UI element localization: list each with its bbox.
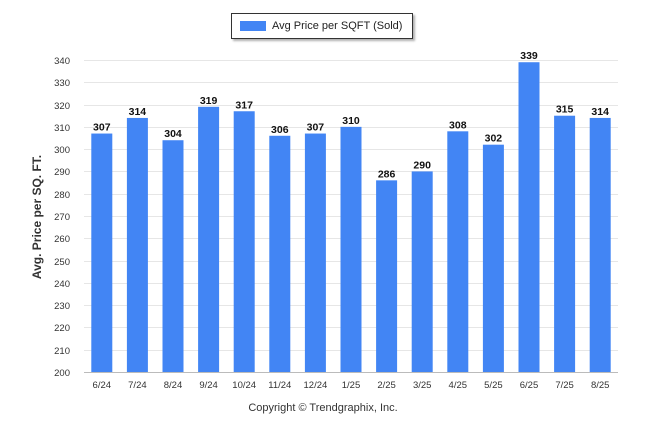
x-tick-label: 2/25 — [377, 380, 396, 391]
y-tick-label: 310 — [54, 123, 70, 134]
bar — [411, 171, 433, 372]
y-tick-label: 280 — [54, 190, 70, 201]
x-tick-label: 4/25 — [449, 380, 468, 391]
bar — [91, 133, 113, 372]
bar-value-label: 315 — [556, 104, 574, 116]
x-tick-label: 5/25 — [484, 380, 503, 391]
x-tick-label: 9/24 — [199, 380, 218, 391]
bar — [554, 115, 576, 372]
bar-value-label: 307 — [93, 122, 111, 134]
y-axis-title: Avg. Price per SQ. FT. — [30, 155, 44, 279]
bar-value-label: 286 — [378, 168, 396, 180]
bar — [518, 62, 540, 372]
y-tick-label: 260 — [54, 234, 70, 245]
x-axis-ticks: 6/24 7/24 8/24 9/24 10/24 11/24 12/24 1/25 2/25 3… — [93, 380, 610, 391]
y-axis-ticks: 200 210 220 230 240 250 260 270 280 290 300 310 320 3… — [54, 56, 70, 379]
bar — [269, 135, 291, 372]
x-tick-label: 6/24 — [93, 380, 112, 391]
data-labels: 307 314 304 319 317 306 307 310 286 290 308 302 339 3… — [93, 50, 609, 180]
bar — [589, 117, 611, 372]
y-tick-label: 250 — [54, 257, 70, 268]
bar-value-label: 317 — [235, 99, 253, 111]
legend-label: Avg Price per SQFT (Sold) — [272, 20, 403, 32]
bar-value-label: 307 — [307, 122, 325, 134]
x-tick-label: 1/25 — [342, 380, 361, 391]
bar-value-label: 314 — [591, 106, 609, 118]
bar — [126, 117, 148, 372]
bar — [304, 133, 326, 372]
y-tick-label: 290 — [54, 167, 70, 178]
bar — [162, 140, 184, 372]
y-tick-label: 320 — [54, 101, 70, 112]
x-tick-label: 7/25 — [555, 380, 574, 391]
bar-value-label: 314 — [129, 106, 147, 118]
y-tick-label: 200 — [54, 368, 70, 379]
legend-swatch — [240, 21, 266, 31]
bar-value-label: 339 — [520, 50, 538, 62]
x-tick-label: 11/24 — [268, 380, 291, 391]
y-tick-label: 240 — [54, 279, 70, 290]
bar — [340, 126, 362, 372]
bar-value-label: 304 — [164, 128, 182, 140]
bar — [233, 111, 255, 372]
y-tick-label: 340 — [54, 56, 70, 67]
bar — [447, 131, 469, 372]
bars — [91, 62, 611, 373]
bar-value-label: 319 — [200, 95, 218, 107]
x-tick-label: 12/24 — [304, 380, 328, 391]
x-tick-label: 10/24 — [232, 380, 256, 391]
x-tick-label: 8/25 — [591, 380, 610, 391]
copyright-text: Copyright © Trendgraphix, Inc. — [248, 402, 398, 414]
bar-value-label: 308 — [449, 119, 467, 131]
bar-value-label: 302 — [485, 133, 503, 145]
y-tick-label: 330 — [54, 78, 70, 89]
y-tick-label: 210 — [54, 346, 70, 357]
y-tick-label: 230 — [54, 301, 70, 312]
y-tick-label: 220 — [54, 323, 70, 334]
x-tick-label: 7/24 — [128, 380, 147, 391]
bar-value-label: 310 — [342, 115, 360, 127]
x-tick-label: 8/24 — [164, 380, 183, 391]
bar-value-label: 290 — [413, 159, 431, 171]
legend: Avg Price per SQFT (Sold) — [231, 13, 413, 39]
bar-value-label: 306 — [271, 124, 289, 136]
x-tick-label: 3/25 — [413, 380, 432, 391]
y-tick-label: 270 — [54, 212, 70, 223]
bar — [376, 180, 398, 372]
y-tick-label: 300 — [54, 145, 70, 156]
bar — [198, 106, 220, 373]
bar — [482, 144, 504, 372]
x-tick-label: 6/25 — [520, 380, 539, 391]
